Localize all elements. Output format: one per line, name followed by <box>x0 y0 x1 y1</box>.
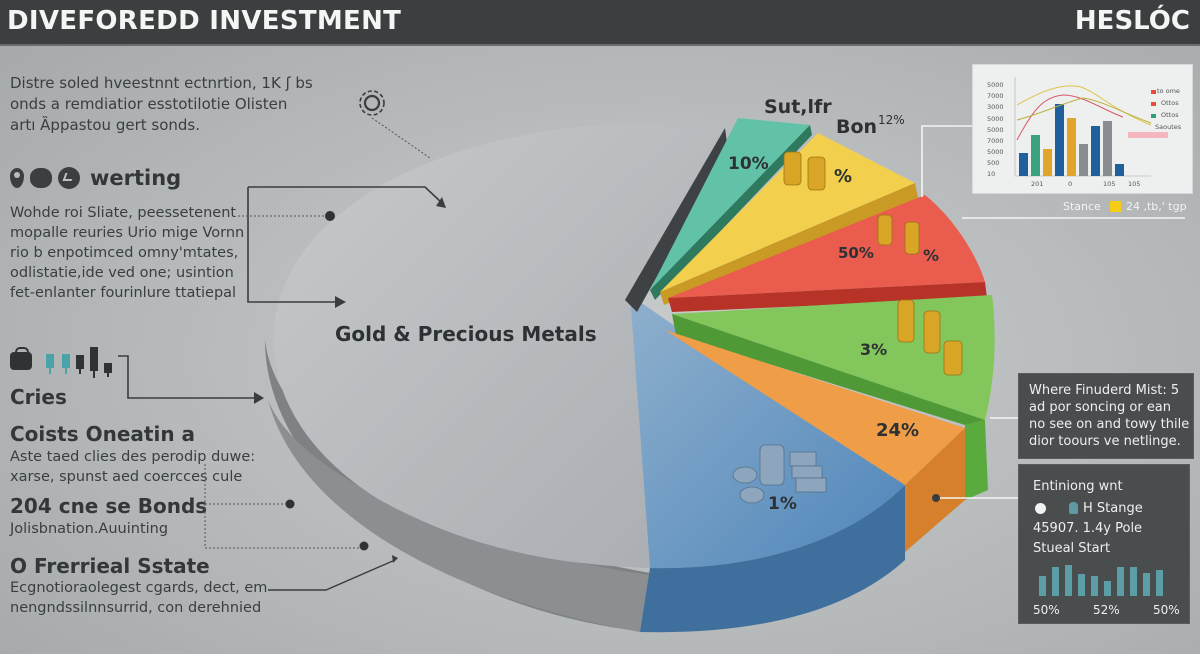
intro-line: artı Ȁppastou gert sonds. <box>10 116 200 134</box>
pie-label-green-pct: 3% <box>860 340 888 359</box>
badge-icon <box>30 168 52 188</box>
candlestick-icon <box>46 347 112 378</box>
location-pin-icon <box>10 168 24 188</box>
estate-heading: O Frerrieal Sstate <box>10 554 210 578</box>
costs-text: Aste taed clies des perodip duwe: xarse,… <box>10 447 255 487</box>
pie-label-main: Gold & Precious Metals <box>335 322 597 346</box>
cries-label: Cries <box>10 385 67 409</box>
description-line: odlistatie,ide ved one; usintion <box>10 265 234 281</box>
svg-text:3000: 3000 <box>987 103 1004 111</box>
pie-label-bonds: Bon <box>836 116 878 138</box>
stats-title: Entiniong wnt <box>1033 479 1123 494</box>
description-line: rio b enpotimced omny'mtates, <box>10 245 239 261</box>
y-tick: 5000 <box>987 81 1004 89</box>
svg-text:105: 105 <box>1128 180 1140 188</box>
svg-text:0: 0 <box>1068 180 1072 188</box>
description-line: fet-enlanter fourinlure ttatiepal <box>10 285 237 301</box>
svg-text:Ottos: Ottos <box>1161 99 1179 107</box>
stats-row1: H Stange <box>1083 501 1143 516</box>
costs-line: xarse, spunst aed coercces cule <box>10 469 243 485</box>
estate-text: Ecgnotioraolegest cgards, dect, em nengn… <box>10 578 267 618</box>
info-line: no see on and towy thile <box>1029 417 1190 432</box>
yellow-swatch-icon <box>1110 201 1121 212</box>
clock-icon <box>58 167 80 189</box>
intro-text: Distre soled hveestnnt ectnrtion, 1K ʃ b… <box>10 73 313 136</box>
svg-text:7000: 7000 <box>987 137 1004 145</box>
svg-text:5000: 5000 <box>987 115 1004 123</box>
page-title: DIVEFOREDD INVESTMENT <box>7 6 402 36</box>
description-line: Wohde roi Sliate, peessetenent <box>10 205 237 221</box>
leaf-icon <box>1035 503 1046 514</box>
header-bar: DIVEFOREDD INVESTMENT HESLÓC <box>0 0 1200 46</box>
description-block: Wohde roi Sliate, peessetenent mopalle r… <box>10 203 244 303</box>
pie-label-blue-pct: 1% <box>768 494 797 514</box>
stats-x-label: 52% <box>1093 603 1120 617</box>
svg-text:10: 10 <box>987 170 995 178</box>
stats-x-label: 50% <box>1153 603 1180 617</box>
pie-label-red-pct2: % <box>923 246 940 265</box>
svg-text:to ome: to ome <box>1157 87 1180 95</box>
svg-text:Saoutes: Saoutes <box>1155 123 1182 131</box>
svg-text:7000: 7000 <box>987 92 1004 100</box>
inset-footer-value: 24 ,tb,' tgp <box>1126 200 1187 213</box>
briefcase-icon <box>10 347 32 370</box>
icon-row-label: werting <box>90 166 182 190</box>
pie-label-bonds-pct: 12% <box>878 113 905 127</box>
intro-line: Distre soled hveestnnt ectnrtion, 1K ʃ b… <box>10 74 313 92</box>
pie-label-teal-pct: 10% <box>728 154 769 174</box>
stats-row2: 45907. 1.4y Pole <box>1033 521 1143 536</box>
bonds-heading: 204 cne se Bonds <box>10 494 208 518</box>
svg-text:105: 105 <box>1103 180 1115 188</box>
inset-bar-chart: 5000 7000 3000 5000 5000 7000 5000 500 1… <box>972 64 1193 194</box>
brand-logo: HESLÓC <box>1074 6 1190 36</box>
stats-x-label: 50% <box>1033 603 1060 617</box>
svg-text:201: 201 <box>1031 180 1043 188</box>
description-line: mopalle reuries Urio mige Vornn <box>10 225 245 241</box>
estate-line: Ecgnotioraolegest cgards, dect, em <box>10 580 268 596</box>
svg-text:5000: 5000 <box>987 148 1004 156</box>
bonds-sub: Jolisbnation.Auuinting <box>10 521 169 537</box>
svg-text:500: 500 <box>987 159 999 167</box>
user-icon <box>1069 502 1078 514</box>
stats-row3: Stueal Start <box>1033 541 1111 556</box>
intro-line: onds a remdiatior esstotilotie Olisten <box>10 95 288 113</box>
info-panel: Where Finuderd Mist: 5 ad por soncing or… <box>1018 373 1194 459</box>
icon-row: werting <box>10 166 181 190</box>
pie-label-orange-pct: 24% <box>876 420 920 441</box>
mini-bar-chart <box>1039 565 1163 596</box>
info-line: ad por soncing or ean <box>1029 400 1172 415</box>
stats-panel: Entiniong wnt H Stange 45907. 1.4y Pole … <box>1018 464 1190 624</box>
pie-label-teal-top: Sut,lfr <box>764 96 832 118</box>
gear-icon <box>359 90 385 116</box>
info-line: Where Finuderd Mist: 5 <box>1029 383 1180 398</box>
info-line: dior toours ve netlinge. <box>1029 434 1181 449</box>
svg-text:Ottos: Ottos <box>1161 111 1179 119</box>
costs-heading: Coists Oneatin a <box>10 422 196 446</box>
pie-label-red-pct: 50% <box>838 244 874 262</box>
costs-line: Aste taed clies des perodip duwe: <box>10 449 256 465</box>
inset-footer-label: Stance <box>1063 200 1101 213</box>
estate-line: nengndssilnnsurrid, con derehnied <box>10 600 262 616</box>
svg-text:5000: 5000 <box>987 126 1004 134</box>
pie-label-yellow-pct: % <box>834 166 853 187</box>
